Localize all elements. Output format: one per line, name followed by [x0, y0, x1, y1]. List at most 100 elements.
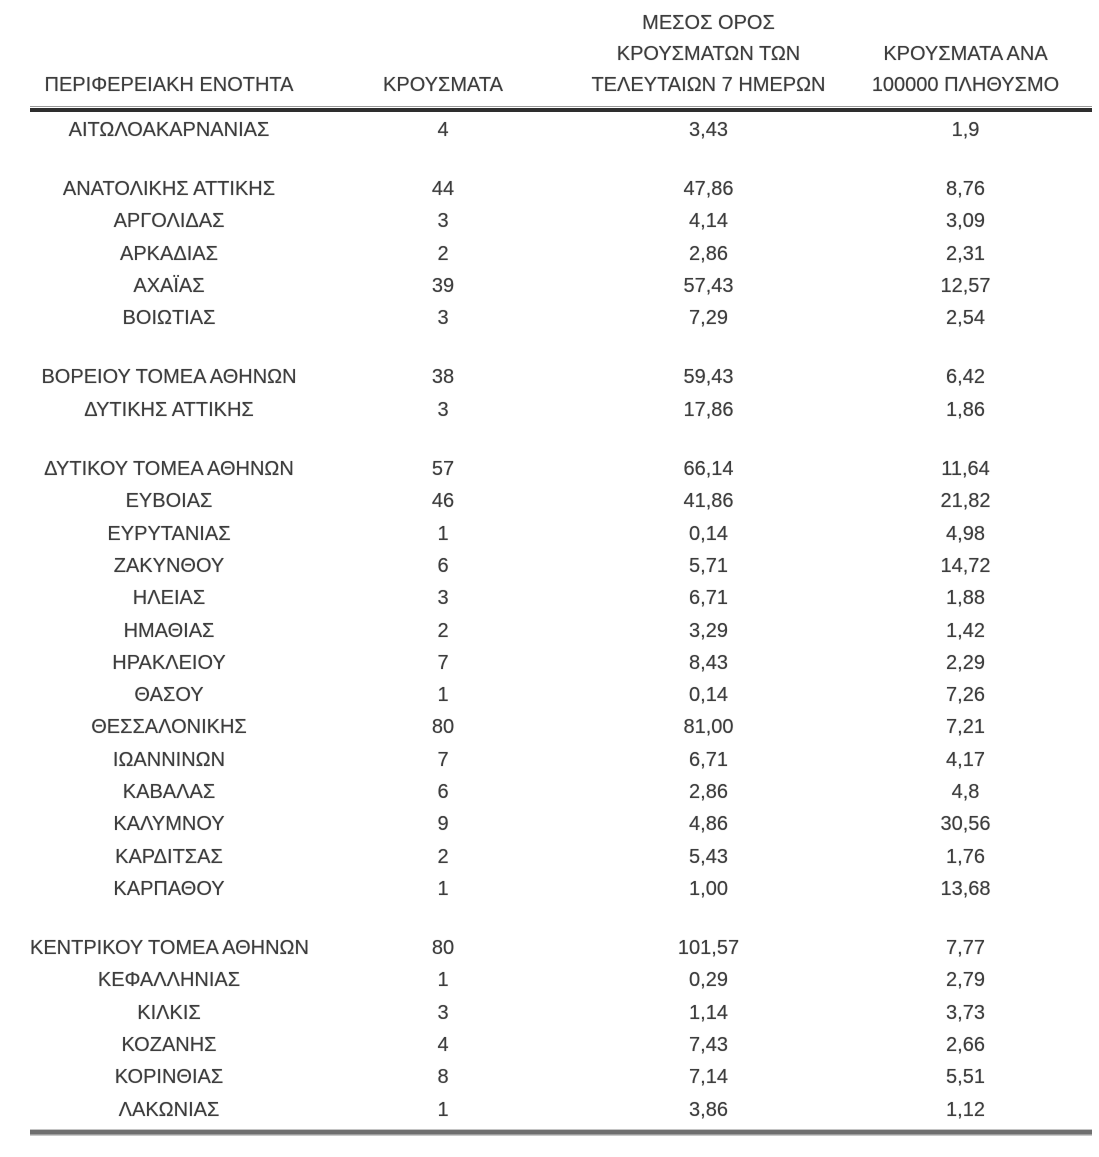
per100k-cell: 6,42 — [946, 366, 985, 389]
table-row: ΗΛΕΙΑΣ 3 6,71 1,88 — [30, 583, 1092, 615]
cases-cell: 8 — [437, 1066, 449, 1089]
table-row: ΚΕΝΤΡΙΚΟΥ ΤΟΜΕΑ ΑΘΗΝΩΝ 80 101,57 7,77 — [30, 933, 1092, 965]
per100k-cell: 7,77 — [946, 937, 985, 960]
region-cell: ΘΕΣΣΑΛΟΝΙΚΗΣ — [91, 716, 247, 739]
region-cell: ΗΜΑΘΙΑΣ — [123, 619, 215, 642]
table-row: ΔΥΤΙΚΟΥ ΤΟΜΕΑ ΑΘΗΝΩΝ 57 66,14 11,64 — [30, 453, 1092, 485]
table-row: ΑΙΤΩΛΟΑΚΑΡΝΑΝΙΑΣ 4 3,43 1,9 — [30, 114, 1092, 146]
table-row: ΚΕΦΑΛΛΗΝΙΑΣ 1 0,29 2,79 — [30, 965, 1092, 997]
table-row: ΑΝΑΤΟΛΙΚΗΣ ΑΤΤΙΚΗΣ 44 47,86 8,76 — [30, 173, 1092, 205]
group-spacer — [30, 335, 1092, 362]
cases-cell: 2 — [437, 845, 449, 868]
avg7-cell: 6,71 — [689, 748, 728, 771]
region-cell: ΚΑΡΔΙΤΣΑΣ — [115, 845, 223, 868]
cases-cell: 46 — [431, 490, 455, 513]
avg7-cell: 66,14 — [683, 458, 734, 481]
table-bottom-divider — [30, 1129, 1092, 1137]
region-cell: ΘΑΣΟΥ — [134, 684, 204, 707]
avg7-cell: 5,71 — [689, 554, 728, 577]
table-body: ΑΙΤΩΛΟΑΚΑΡΝΑΝΙΑΣ 4 3,43 1,9 ΑΝΑΤΟΛΙΚΗΣ Α… — [30, 112, 1092, 1126]
region-cell: ΑΡΓΟΛΙΔΑΣ — [113, 210, 225, 233]
table-row: ΛΑΚΩΝΙΑΣ 1 3,86 1,12 — [30, 1094, 1092, 1126]
group-spacer — [30, 906, 1092, 933]
region-cell: ΚΕΦΑΛΛΗΝΙΑΣ — [97, 969, 241, 992]
cases-cell: 2 — [437, 242, 449, 265]
avg7-cell: 0,14 — [689, 522, 728, 545]
cases-cell: 4 — [437, 118, 449, 141]
region-cell: ΙΩΑΝΝΙΝΩΝ — [112, 748, 226, 771]
table-row: ΘΑΣΟΥ 1 0,14 7,26 — [30, 679, 1092, 711]
avg7-cell: 47,86 — [683, 177, 734, 200]
cases-cell: 1 — [437, 877, 449, 900]
avg7-cell: 17,86 — [683, 398, 734, 421]
col-header-avg7: ΜΕΣΟΣ ΟΡΟΣ ΚΡΟΥΣΜΑΤΩΝ ΤΩΝ ΤΕΛΕΥΤΑΙΩΝ 7 Η… — [591, 12, 826, 96]
avg7-cell: 81,00 — [683, 716, 734, 739]
region-cell: ΕΥΡΥΤΑΝΙΑΣ — [107, 522, 231, 545]
avg7-cell: 4,14 — [689, 210, 728, 233]
cases-cell: 80 — [431, 716, 455, 739]
avg7-cell: 41,86 — [683, 490, 734, 513]
table-row: ΔΥΤΙΚΗΣ ΑΤΤΙΚΗΣ 3 17,86 1,86 — [30, 394, 1092, 426]
per100k-cell: 8,76 — [946, 177, 985, 200]
table-row: ΑΧΑΪΑΣ 39 57,43 12,57 — [30, 270, 1092, 302]
region-cell: ΛΑΚΩΝΙΑΣ — [118, 1098, 220, 1121]
per100k-cell: 30,56 — [940, 813, 991, 836]
avg7-cell: 59,43 — [683, 366, 734, 389]
per100k-cell: 2,79 — [946, 969, 985, 992]
avg7-cell: 2,86 — [689, 780, 728, 803]
region-cell: ΖΑΚΥΝΘΟΥ — [113, 554, 225, 577]
avg7-cell: 3,86 — [689, 1098, 728, 1121]
region-cell: ΗΡΑΚΛΕΙΟΥ — [112, 651, 226, 674]
per100k-cell: 7,21 — [946, 716, 985, 739]
table-row: ΗΜΑΘΙΑΣ 2 3,29 1,42 — [30, 615, 1092, 647]
cases-cell: 38 — [431, 366, 455, 389]
table-header-row: ΠΕΡΙΦΕΡΕΙΑΚΗ ΕΝΟΤΗΤΑ ΚΡΟΥΣΜΑΤΑ ΜΕΣΟΣ ΟΡΟ… — [30, 8, 1092, 106]
avg7-cell: 101,57 — [677, 937, 740, 960]
per100k-cell: 4,8 — [951, 780, 980, 803]
per100k-cell: 3,09 — [946, 210, 985, 233]
table-row: ΚΑΒΑΛΑΣ 6 2,86 4,8 — [30, 776, 1092, 808]
per100k-cell: 1,9 — [951, 118, 980, 141]
avg7-cell: 3,43 — [689, 118, 728, 141]
cases-cell: 80 — [431, 937, 455, 960]
table-row: ΒΟΡΕΙΟΥ ΤΟΜΕΑ ΑΘΗΝΩΝ 38 59,43 6,42 — [30, 362, 1092, 394]
avg7-cell: 1,00 — [689, 877, 728, 900]
per100k-cell: 4,98 — [946, 522, 985, 545]
per100k-cell: 2,54 — [946, 307, 985, 330]
cases-cell: 9 — [437, 813, 449, 836]
region-cell: ΔΥΤΙΚΗΣ ΑΤΤΙΚΗΣ — [84, 398, 254, 421]
table-row: ΚΑΛΥΜΝΟΥ 9 4,86 30,56 — [30, 809, 1092, 841]
avg7-cell: 7,43 — [689, 1034, 728, 1057]
region-cell: ΚΑΒΑΛΑΣ — [122, 780, 216, 803]
table-row: ΚΑΡΔΙΤΣΑΣ 2 5,43 1,76 — [30, 841, 1092, 873]
region-cell: ΑΙΤΩΛΟΑΚΑΡΝΑΝΙΑΣ — [68, 118, 270, 141]
avg7-cell: 5,43 — [689, 845, 728, 868]
avg7-cell: 7,29 — [689, 307, 728, 330]
table-row: ΚΑΡΠΑΘΟΥ 1 1,00 13,68 — [30, 873, 1092, 905]
per100k-cell: 7,26 — [946, 684, 985, 707]
avg7-cell: 7,14 — [689, 1066, 728, 1089]
cases-cell: 3 — [437, 307, 449, 330]
table-row: ΚΙΛΚΙΣ 3 1,14 3,73 — [30, 997, 1092, 1029]
per100k-cell: 2,66 — [946, 1034, 985, 1057]
col-header-cases: ΚΡΟΥΣΜΑΤΑ — [383, 74, 503, 96]
cases-cell: 7 — [437, 651, 449, 674]
cases-cell: 39 — [431, 274, 455, 297]
group-spacer — [30, 426, 1092, 453]
region-cell: ΑΝΑΤΟΛΙΚΗΣ ΑΤΤΙΚΗΣ — [62, 177, 276, 200]
table-row: ΑΡΓΟΛΙΔΑΣ 3 4,14 3,09 — [30, 206, 1092, 238]
per100k-cell: 14,72 — [940, 554, 991, 577]
region-cell: ΕΥΒΟΙΑΣ — [125, 490, 213, 513]
per100k-cell: 3,73 — [946, 1001, 985, 1024]
per100k-cell: 11,64 — [941, 458, 990, 481]
cases-cell: 3 — [437, 587, 449, 610]
per100k-cell: 5,51 — [946, 1066, 985, 1089]
header-divider — [30, 106, 1092, 112]
avg7-cell: 57,43 — [683, 274, 734, 297]
cases-cell: 2 — [437, 619, 449, 642]
per100k-cell: 4,17 — [946, 748, 985, 771]
cases-cell: 7 — [437, 748, 449, 771]
avg7-cell: 1,14 — [689, 1001, 728, 1024]
region-cell: ΚΕΝΤΡΙΚΟΥ ΤΟΜΕΑ ΑΘΗΝΩΝ — [30, 937, 309, 960]
